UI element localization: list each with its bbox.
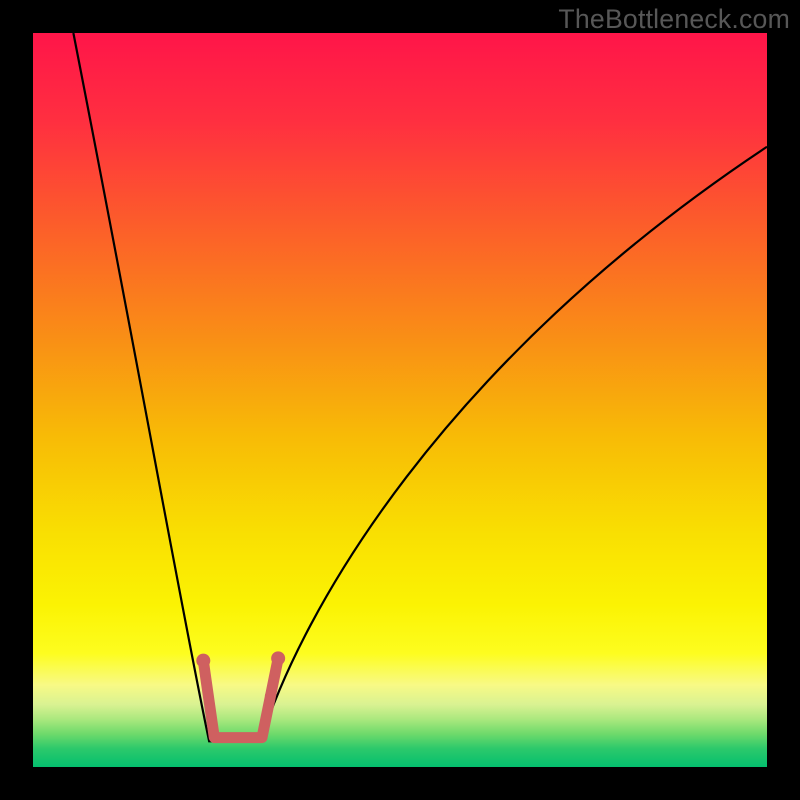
bottleneck-chart-svg xyxy=(0,0,800,800)
vertex-highlight-dot xyxy=(205,693,214,702)
watermark-text: TheBottleneck.com xyxy=(558,4,790,35)
vertex-highlight-dot xyxy=(265,691,274,700)
chart-container: TheBottleneck.com xyxy=(0,0,800,800)
vertex-highlight-dot xyxy=(202,673,211,682)
vertex-highlight-dot xyxy=(269,671,278,680)
vertex-highlight-dot xyxy=(208,714,217,723)
vertex-highlight-dot xyxy=(196,654,210,668)
vertex-highlight-dot xyxy=(271,651,285,665)
vertex-highlight-dot xyxy=(261,713,270,722)
